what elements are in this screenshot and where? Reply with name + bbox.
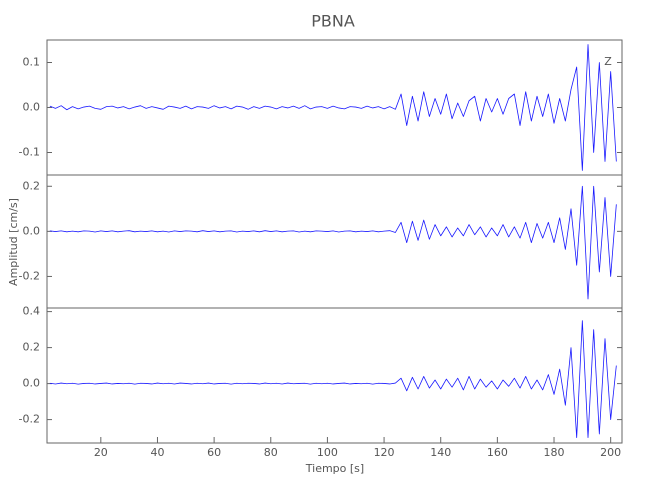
chart-title: PBNA	[311, 12, 355, 31]
x-tick-label: 140	[430, 446, 451, 459]
x-tick-label: 120	[374, 446, 395, 459]
y-tick-label: 0.2	[23, 341, 41, 354]
panel-frame	[46, 307, 623, 444]
waveform	[49, 44, 617, 171]
y-tick-label: -0.2	[19, 269, 40, 282]
y-tick-label: 0.0	[23, 101, 41, 114]
waveform	[49, 185, 617, 300]
y-tick-label: -0.1	[19, 146, 40, 159]
y-tick-label: 0.1	[23, 56, 41, 69]
y-tick-label: 0.4	[23, 305, 41, 318]
x-tick-label: 40	[150, 446, 164, 459]
x-tick-label: 100	[317, 446, 338, 459]
x-tick-label: 80	[264, 446, 278, 459]
x-tick-label: 180	[544, 446, 565, 459]
y-tick-label: 0.2	[23, 179, 41, 192]
x-tick-label: 200	[600, 446, 621, 459]
x-tick-label: 60	[207, 446, 221, 459]
component-label: Z	[604, 55, 612, 68]
x-tick-label: 20	[94, 446, 108, 459]
x-tick-label: 160	[487, 446, 508, 459]
y-tick-label: -0.2	[19, 413, 40, 426]
y-tick-label: 0.0	[23, 377, 41, 390]
y-axis-label: Amplitud [cm/s]	[7, 198, 20, 286]
panel-frame	[46, 174, 623, 309]
x-axis-label: Tiempo [s]	[305, 462, 364, 475]
y-tick-label: 0.0	[23, 224, 41, 237]
waveform	[49, 320, 617, 438]
